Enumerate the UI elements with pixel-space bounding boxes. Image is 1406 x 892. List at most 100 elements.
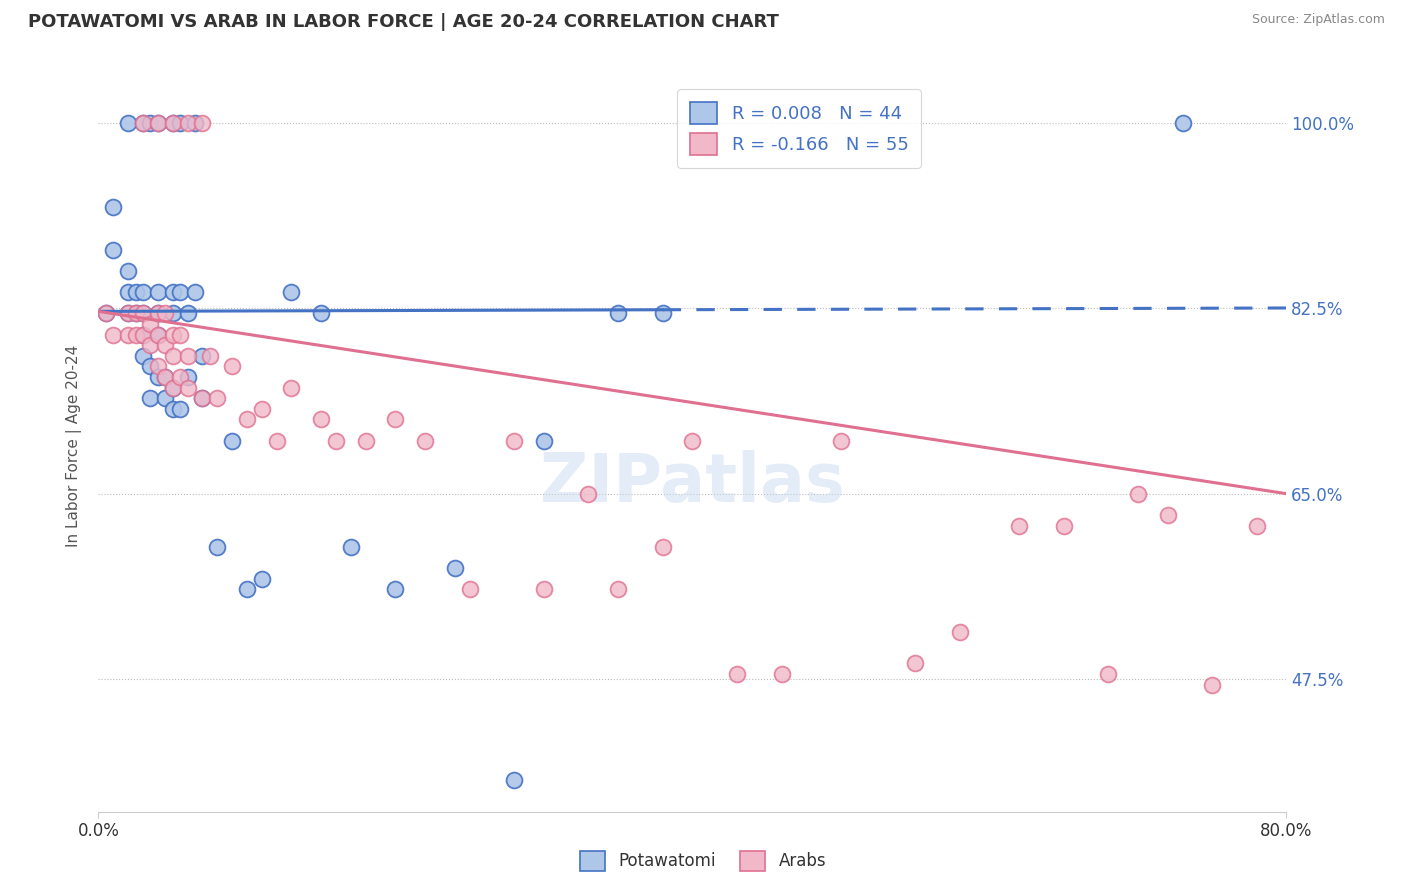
Point (103, 327, 125, 342)
Point (250, 572, 273, 586)
Point (184, 285, 207, 300)
Point (132, 285, 155, 300)
Point (124, 306, 146, 320)
Point (146, 370, 169, 384)
Point (682, 434, 704, 448)
Point (139, 392, 162, 406)
Point (155, 338, 177, 352)
Point (309, 306, 332, 320)
Point (413, 434, 436, 448)
Point (325, 434, 347, 448)
Point (117, 264, 139, 278)
Point (117, 306, 139, 320)
Point (207, 540, 229, 554)
Point (176, 370, 198, 384)
Point (146, 306, 169, 320)
Point (904, 657, 927, 671)
Text: Source: ZipAtlas.com: Source: ZipAtlas.com (1251, 13, 1385, 27)
Point (162, 285, 184, 300)
Point (139, 338, 162, 352)
Point (280, 381, 302, 395)
Point (533, 434, 555, 448)
Point (155, 392, 177, 406)
Point (139, 116, 162, 130)
Point (236, 582, 259, 596)
Point (176, 381, 198, 395)
Point (176, 349, 198, 363)
Point (162, 116, 184, 130)
Point (198, 349, 221, 363)
Point (236, 412, 259, 426)
Point (169, 370, 191, 384)
Point (146, 116, 169, 130)
Point (607, 306, 630, 320)
Point (651, 540, 673, 554)
Point (132, 306, 155, 320)
Legend: Potawatomi, Arabs: Potawatomi, Arabs (571, 842, 835, 880)
Point (94, 306, 117, 320)
Point (191, 392, 214, 406)
Point (162, 401, 184, 416)
Text: POTAWATOMI VS ARAB IN LABOR FORCE | AGE 20-24 CORRELATION CHART: POTAWATOMI VS ARAB IN LABOR FORCE | AGE … (28, 13, 779, 31)
Point (169, 327, 191, 342)
Point (103, 243, 125, 257)
Point (162, 306, 184, 320)
Point (146, 285, 169, 300)
Point (155, 370, 177, 384)
Point (384, 582, 406, 596)
Point (155, 306, 177, 320)
Point (1126, 486, 1149, 500)
Point (503, 772, 526, 787)
Point (578, 486, 600, 500)
Point (191, 349, 214, 363)
Point (1171, 116, 1194, 130)
Point (207, 392, 229, 406)
Point (162, 327, 184, 342)
Point (132, 306, 155, 320)
Point (266, 434, 288, 448)
Point (1156, 508, 1178, 522)
Point (340, 540, 363, 554)
Point (146, 306, 169, 320)
Point (770, 667, 793, 681)
Point (146, 327, 169, 342)
Point (162, 381, 184, 395)
Point (949, 624, 972, 639)
Point (162, 349, 184, 363)
Point (169, 285, 191, 300)
Point (250, 401, 273, 416)
Point (191, 392, 214, 406)
Point (117, 285, 139, 300)
Point (169, 116, 191, 130)
Point (124, 306, 146, 320)
Point (132, 327, 155, 342)
Point (221, 434, 243, 448)
Point (124, 327, 146, 342)
Point (384, 412, 406, 426)
Point (503, 434, 526, 448)
Point (169, 401, 191, 416)
Point (124, 285, 146, 300)
Point (146, 116, 169, 130)
Point (651, 306, 673, 320)
Point (1201, 677, 1223, 691)
Text: ZIPatlas: ZIPatlas (540, 450, 845, 516)
Point (117, 116, 139, 130)
Point (1008, 518, 1031, 533)
Point (132, 116, 155, 130)
Point (221, 359, 243, 374)
Point (1097, 667, 1119, 681)
Point (155, 370, 177, 384)
Legend: R = 0.008   N = 44, R = -0.166   N = 55: R = 0.008 N = 44, R = -0.166 N = 55 (678, 89, 921, 168)
Y-axis label: In Labor Force | Age 20-24: In Labor Force | Age 20-24 (66, 345, 83, 547)
Point (146, 327, 169, 342)
Point (162, 381, 184, 395)
Point (191, 116, 214, 130)
Point (139, 317, 162, 331)
Point (132, 349, 155, 363)
Point (184, 116, 207, 130)
Point (725, 667, 748, 681)
Point (458, 582, 481, 596)
Point (176, 306, 198, 320)
Point (94, 306, 117, 320)
